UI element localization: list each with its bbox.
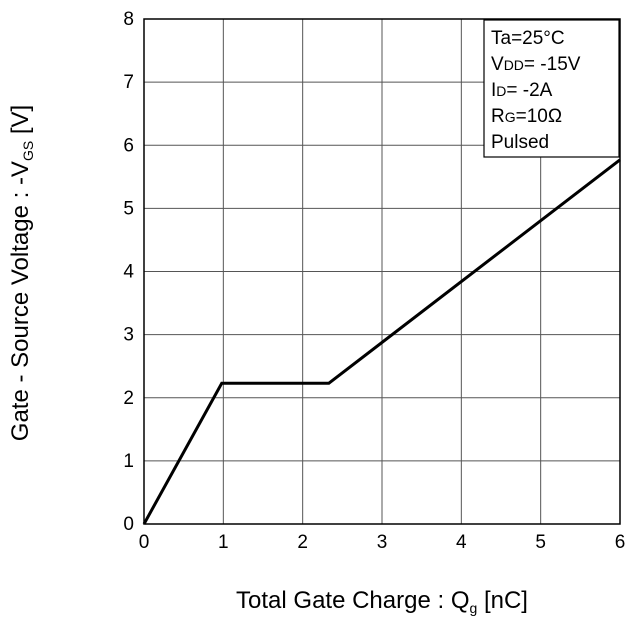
y-axis-title-unit: [V]	[7, 105, 34, 141]
y-tick-label: 0	[123, 514, 134, 535]
y-axis-title-sub: GS	[20, 141, 36, 161]
condition-line: Pulsed	[491, 132, 549, 153]
condition-line: RG=10Ω	[491, 106, 562, 127]
y-tick-labels: 0 1 2 3 4 5 6 7 8	[123, 9, 134, 535]
plot-frame	[143, 18, 621, 525]
y-tick-label: 1	[123, 451, 134, 472]
x-tick-label: 5	[535, 532, 546, 553]
condition-value: =10Ω	[516, 106, 562, 127]
x-tick-label: 4	[456, 532, 467, 553]
condition-main: R	[491, 106, 505, 127]
x-axis-title: Total Gate Charge : Qg [nC]	[236, 587, 528, 616]
y-axis-title-main: Gate - Source Voltage : -V	[7, 161, 34, 441]
series-layer	[142, 158, 621, 525]
x-tick-label: 6	[615, 532, 626, 553]
y-axis-title: Gate - Source Voltage : -VGS [V]	[7, 105, 36, 441]
x-tick-label: 2	[297, 532, 308, 553]
condition-line: Ta=25°C	[491, 28, 565, 49]
y-tick-label: 6	[123, 135, 134, 156]
y-tick-label: 7	[123, 72, 134, 93]
y-tick-label: 4	[123, 262, 134, 283]
condition-main: V	[491, 54, 504, 75]
condition-line: VDD= -15V	[491, 54, 581, 75]
x-tick-labels: 0 1 2 3 4 5 6	[139, 532, 626, 553]
x-tick-label: 3	[377, 532, 388, 553]
grid-lines	[144, 19, 620, 524]
condition-subscript: G	[505, 109, 516, 125]
vgs-vs-qg-line	[142, 158, 621, 525]
condition-subscript: D	[496, 83, 506, 99]
y-tick-label: 3	[123, 325, 134, 346]
y-tick-label: 8	[123, 9, 134, 30]
condition-main: Pulsed	[491, 132, 549, 153]
condition-main: Ta=25°C	[491, 28, 565, 49]
condition-value: = -15V	[524, 54, 581, 75]
y-tick-label: 5	[123, 198, 134, 219]
x-axis-title-main: Total Gate Charge : Q	[236, 587, 469, 614]
conditions-box-frame	[483, 19, 620, 158]
condition-subscript: DD	[504, 57, 524, 73]
x-tick-label: 1	[218, 532, 229, 553]
condition-main: I	[491, 80, 496, 101]
condition-value: = -2A	[506, 80, 552, 101]
x-tick-label: 0	[139, 532, 150, 553]
condition-line: ID= -2A	[491, 80, 553, 101]
x-axis-title-sub: g	[469, 600, 477, 616]
y-tick-label: 2	[123, 388, 134, 409]
x-axis-title-unit: [nC]	[477, 587, 528, 614]
